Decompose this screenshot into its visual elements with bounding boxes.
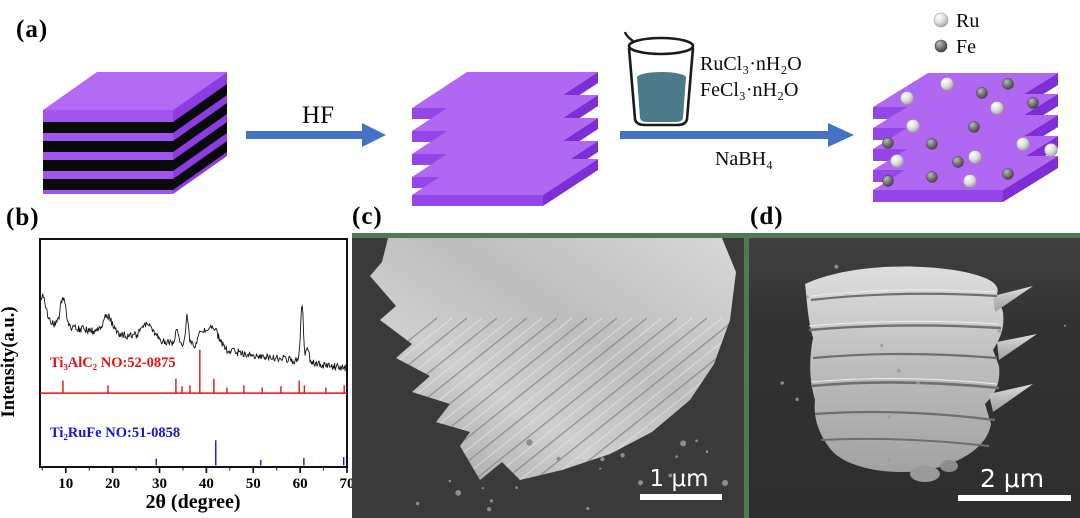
svg-text:60: 60: [293, 476, 308, 492]
svg-text:50: 50: [246, 476, 261, 492]
hf-arrow-icon: [246, 123, 386, 147]
ru-fe-legend: Ru Fe: [933, 10, 979, 58]
xrd-x-axis-label: 2θ (degree): [145, 491, 240, 513]
xrd-chart: 10 20 30 40 50 60 70 Ti₃AlC₂ NO:52-0875 Ti₂RuF…: [0, 238, 355, 513]
xrd-plot-data: 10 20 30 40 50 60 70: [39, 293, 355, 492]
hf-label: HF: [302, 102, 334, 129]
xrd-ref-label-ti3alc2: Ti₃AlC₂ NO:52-0875: [50, 355, 176, 371]
sem-green-border-middle: [743, 233, 749, 518]
ru-legend-label: Ru: [956, 10, 979, 32]
xrd-plot-frame: [39, 238, 348, 468]
svg-text:20: 20: [105, 476, 120, 492]
exfoliated-stack: [412, 72, 598, 206]
scale-bar-c-label: 1 μm: [650, 466, 709, 492]
reagent-label-fecl3: FeCl₃·nH₂O: [700, 79, 798, 101]
max-phase-block: [43, 72, 227, 194]
beaker-icon: [623, 31, 695, 127]
panel-label-d: (d): [750, 203, 784, 230]
xrd-y-axis-label: Intensity(a.u.): [0, 306, 19, 417]
rufe-nanoparticles: [882, 77, 1058, 188]
ru-sphere-icon: [933, 12, 949, 28]
panel-label-b: (b): [6, 204, 40, 231]
svg-text:10: 10: [58, 476, 73, 492]
nabh4-label: NaBH₄: [715, 148, 773, 170]
scale-bar-d: 2 μm: [958, 464, 1071, 501]
sem-d-particle: [805, 266, 1037, 482]
sem-c-debris: [415, 439, 729, 512]
fe-sphere-icon: [934, 39, 948, 53]
sem-image-c: 1 μm: [352, 238, 744, 518]
sem-image-d: 2 μm: [749, 238, 1080, 518]
svg-text:40: 40: [199, 476, 214, 492]
reagent-label-rucl3: RuCl₃·nH₂O: [700, 53, 802, 75]
xrd-ref-label-ti2rufe: Ti₂RuFe NO:51-0858: [50, 425, 180, 441]
scale-bar-c: 1 μm: [640, 466, 722, 500]
svg-text:70: 70: [340, 476, 355, 492]
panel-label-c: (c): [352, 203, 383, 230]
sem-c-flake: [370, 238, 736, 480]
nabh4-arrow-icon: [620, 123, 854, 147]
panel-label-a: (a): [16, 16, 49, 43]
synthesis-schematic: HF RuCl₃·nH₂O FeCl₃·nH₂O NaBH₄ Ru Fe: [43, 10, 1058, 206]
scale-bar-d-label: 2 μm: [980, 464, 1044, 493]
svg-text:30: 30: [152, 476, 167, 492]
fe-legend-label: Fe: [956, 36, 976, 58]
sem-d-debris: [780, 264, 1067, 464]
sem-green-border-top: [352, 233, 1080, 238]
